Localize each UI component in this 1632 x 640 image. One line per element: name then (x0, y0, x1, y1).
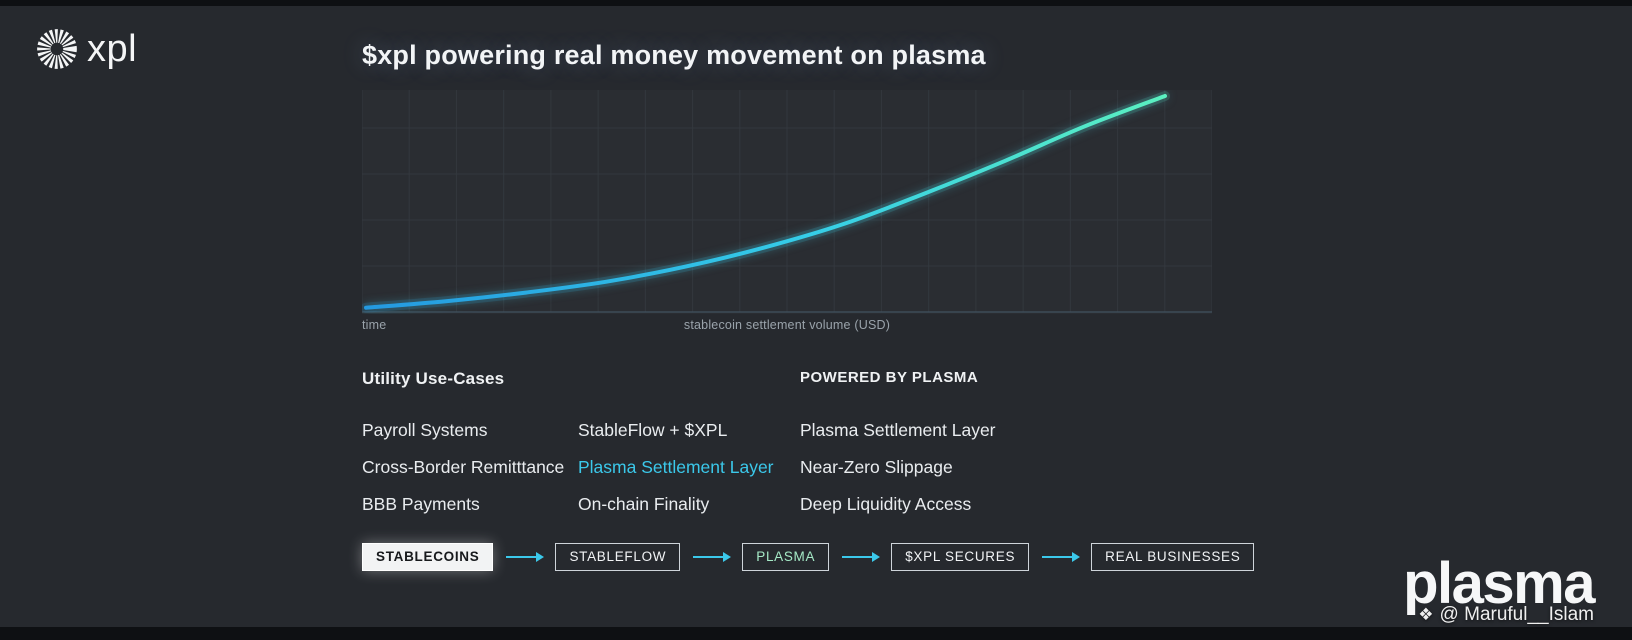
y-axis-caption: stablecoin settlement volume (USD) (683, 318, 891, 332)
mechanism-cell-highlighted: Plasma Settlement Layer (578, 457, 774, 477)
settlement-volume-chart: time stablecoin settlement volume (USD) (362, 90, 1212, 334)
flow-step-stableflow: STABLEFLOW (555, 543, 681, 571)
flow-step-plasma: PLASMA (742, 543, 830, 571)
use-case-cell: Payroll Systems (362, 420, 488, 440)
powered-by-plasma-header: POWERED BY PLASMA (800, 369, 979, 386)
mechanism-cell: StableFlow + $XPL (578, 420, 728, 440)
x-axis-label: time (362, 318, 387, 332)
xpl-brand: xpl (34, 26, 137, 72)
flow-step-xpl-secures: $XPL SECURES (891, 543, 1030, 571)
flow-diagram: STABLECOINS STABLEFLOW PLASMA $XPL SECUR… (362, 543, 1255, 571)
arrow-right-icon (1042, 552, 1081, 562)
plasma-brand: plasma ❖ @ Maruful__Islam (1403, 551, 1595, 626)
axis-labels: time stablecoin settlement volume (USD) (362, 318, 1212, 334)
bottom-letterbox (0, 627, 1632, 640)
arrow-right-icon (842, 552, 881, 562)
flow-step-stablecoins: STABLECOINS (362, 543, 494, 571)
watermark-text: @ Maruful__Islam (1439, 604, 1594, 625)
arrow-right-icon (506, 552, 545, 562)
top-letterbox (0, 0, 1632, 6)
use-case-cell: Cross-Border Remitttance (362, 457, 565, 477)
watermark: ❖ @ Maruful__Islam (1403, 604, 1594, 626)
line-chart-canvas (362, 90, 1212, 313)
arrow-right-icon (693, 552, 732, 562)
slide-title: $xpl powering real money movement on pla… (362, 40, 986, 70)
use-case-cell: BBB Payments (362, 494, 480, 514)
flow-step-real-businesses: REAL BUSINESSES (1091, 543, 1255, 571)
plasma-logo-text: plasma (1403, 551, 1595, 616)
xpl-logo-text: xpl (87, 28, 138, 70)
utility-use-cases-header: Utility Use-Cases (362, 369, 505, 388)
mechanism-cell: On-chain Finality (578, 494, 710, 514)
utility-table: Utility Use-Cases POWERED BY PLASMA Payr… (362, 366, 1010, 523)
benefit-cell: Deep Liquidity Access (800, 494, 972, 514)
benefit-cell: Near-Zero Slippage (800, 457, 953, 477)
benefit-cell: Plasma Settlement Layer (800, 420, 996, 440)
diamond-icon: ❖ (1418, 605, 1434, 624)
xpl-logo-icon (37, 29, 77, 69)
